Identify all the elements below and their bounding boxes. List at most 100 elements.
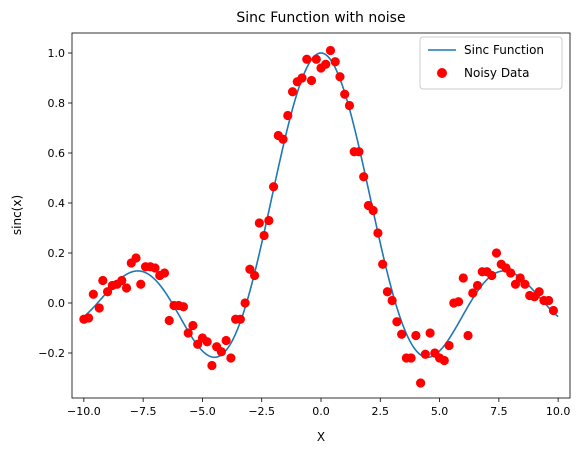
noisy-data-point xyxy=(354,147,364,157)
noisy-data-point xyxy=(520,279,530,289)
noisy-data-point xyxy=(207,360,217,371)
noisy-data-point xyxy=(468,288,478,298)
y-axis-label: sinc(x) xyxy=(10,195,24,235)
noisy-data-point xyxy=(259,230,269,241)
noisy-data-point xyxy=(544,295,554,306)
noisy-data-point xyxy=(306,75,317,86)
x-tick-label: 2.5 xyxy=(372,405,390,418)
noisy-data-point xyxy=(506,268,516,278)
noisy-data-point xyxy=(117,275,127,286)
noisy-data-point xyxy=(150,263,160,273)
noisy-data-point xyxy=(283,110,293,121)
noisy-data-point xyxy=(311,54,321,64)
noisy-data-point xyxy=(302,54,312,64)
noisy-data-point xyxy=(359,172,369,182)
y-tick-label: 0.8 xyxy=(48,97,66,110)
noisy-data-point xyxy=(411,330,421,341)
noisy-data-point xyxy=(268,182,279,192)
noisy-data-point xyxy=(416,378,426,388)
noisy-data-point xyxy=(548,305,559,316)
plot-area xyxy=(79,45,559,388)
legend: Sinc Function Noisy Data xyxy=(419,36,563,90)
noisy-data-point xyxy=(330,57,340,67)
noisy-data-point xyxy=(121,283,132,293)
noisy-data-point xyxy=(264,215,274,226)
x-axis-label: X xyxy=(317,430,325,444)
x-tick-label: −10.0 xyxy=(67,405,101,418)
noisy-data-point xyxy=(278,134,288,144)
chart-title: Sinc Function with noise xyxy=(236,10,405,26)
noisy-data-point xyxy=(472,280,483,291)
x-axis: −10.0 −7.5 −5.0 −2.5 0.0 2.5 5.0 7.5 10.0 xyxy=(67,398,570,418)
noisy-data-point xyxy=(335,72,345,82)
y-axis: −0.2 0.0 0.2 0.4 0.6 0.8 1.0 xyxy=(38,47,72,360)
noisy-data-point xyxy=(84,313,94,323)
noisy-data-point xyxy=(136,279,146,289)
noisy-data-point xyxy=(245,264,255,274)
y-tick-label: 0.0 xyxy=(48,297,66,310)
y-tick-label: 0.4 xyxy=(48,197,66,210)
legend-point-swatch xyxy=(437,68,447,78)
noisy-data-point xyxy=(406,353,416,363)
x-tick-label: 5.0 xyxy=(431,405,449,418)
noisy-data-point xyxy=(373,228,383,238)
y-tick-label: 1.0 xyxy=(48,47,66,60)
x-tick-label: 0.0 xyxy=(312,405,330,418)
noisy-data-point xyxy=(382,287,392,297)
noisy-data-point xyxy=(216,347,226,357)
noisy-data-point xyxy=(491,248,502,258)
x-tick-label: −5.0 xyxy=(189,405,216,418)
noisy-data-point xyxy=(378,259,388,269)
noisy-data-point xyxy=(321,59,331,69)
noisy-data-point xyxy=(88,289,98,299)
noisy-data-point xyxy=(240,298,250,308)
y-tick-label: 0.6 xyxy=(48,147,66,160)
noisy-data-point xyxy=(164,315,174,326)
x-tick-label: 10.0 xyxy=(546,405,571,418)
noisy-data-point xyxy=(297,73,307,83)
y-tick-label: −0.2 xyxy=(38,347,65,360)
noisy-data-point xyxy=(368,205,378,216)
noisy-data-point xyxy=(387,295,397,306)
noisy-data-point xyxy=(178,302,189,312)
noisy-data-point xyxy=(188,320,198,331)
noisy-data-point xyxy=(463,330,473,341)
noisy-data-point xyxy=(487,270,497,281)
noisy-data-point xyxy=(444,340,454,351)
legend-entry-line: Sinc Function xyxy=(464,43,544,57)
noisy-data-point xyxy=(193,339,203,349)
noisy-data-point xyxy=(202,337,212,347)
noisy-data-point xyxy=(420,349,430,359)
noisy-data-point xyxy=(131,253,141,263)
x-tick-label: 7.5 xyxy=(490,405,508,418)
noisy-data-point xyxy=(392,317,402,327)
noisy-data-point xyxy=(515,273,525,283)
noisy-data-point xyxy=(344,100,355,111)
x-tick-label: −7.5 xyxy=(130,405,157,418)
noisy-data-point xyxy=(159,268,170,278)
noisy-data-point xyxy=(397,329,407,339)
noisy-data-point xyxy=(287,87,298,97)
noisy-data-point xyxy=(102,287,113,297)
noisy-data-point xyxy=(94,303,104,313)
noisy-data-point xyxy=(226,353,236,363)
noisy-data-point xyxy=(510,279,521,289)
noisy-data-point xyxy=(98,275,108,286)
noisy-data-point xyxy=(453,297,464,307)
noisy-data-point xyxy=(250,270,260,281)
noisy-data-point xyxy=(254,218,264,228)
x-tick-label: −2.5 xyxy=(248,405,275,418)
noisy-data-point xyxy=(439,355,449,366)
y-tick-label: 0.2 xyxy=(48,247,66,260)
noisy-data-point xyxy=(534,287,544,297)
noisy-data-point xyxy=(340,89,350,99)
noisy-data-point xyxy=(235,314,245,324)
noisy-data-point xyxy=(221,335,231,346)
noisy-data-point xyxy=(425,328,435,338)
plot-frame xyxy=(71,32,571,399)
noisy-data-point xyxy=(458,273,468,283)
legend-entry-points: Noisy Data xyxy=(464,66,529,80)
noisy-data-point xyxy=(183,328,193,338)
noisy-data-point xyxy=(325,45,336,56)
